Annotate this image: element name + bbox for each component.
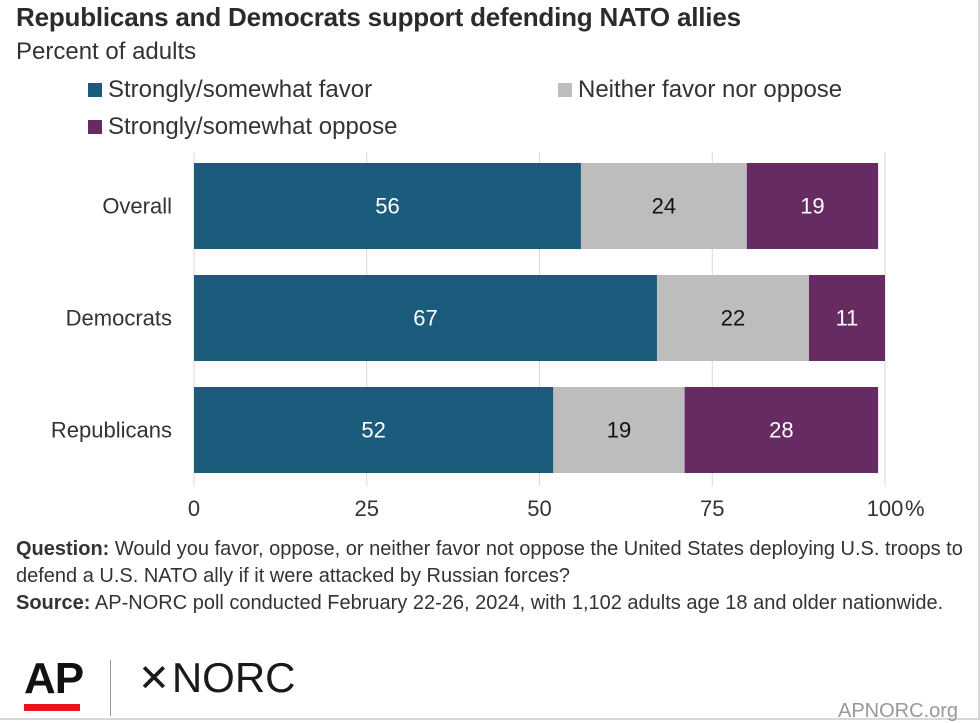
bar-segment <box>553 387 685 473</box>
question-text: Would you favor, oppose, or neither favo… <box>16 538 963 587</box>
legend-label-neither: Neither favor nor oppose <box>578 76 843 103</box>
legend-swatch-oppose <box>88 120 102 134</box>
data-label: 67 <box>413 306 437 331</box>
norc-logo-text: NORC <box>171 654 296 701</box>
bar-segment <box>194 387 554 473</box>
data-label: 19 <box>607 418 631 443</box>
bar-segment <box>194 163 581 249</box>
bar-segment <box>808 275 885 361</box>
chart-title: Republicans and Democrats support defend… <box>16 2 741 32</box>
legend-label-favor: Strongly/somewhat favor <box>108 76 373 103</box>
legend-item-oppose: Strongly/somewhat oppose <box>88 113 398 141</box>
question-label: Question: <box>16 538 110 560</box>
tick-label: 25 <box>355 496 379 521</box>
bar-segment <box>194 275 657 361</box>
legend-swatch-favor <box>88 83 102 97</box>
ap-logo: AP <box>24 654 84 703</box>
legend-label-oppose: Strongly/somewhat oppose <box>108 113 398 140</box>
bar-segment <box>580 163 747 249</box>
legend-item-favor: Strongly/somewhat favor <box>88 76 372 104</box>
data-label: 52 <box>361 418 385 443</box>
bar-segment <box>684 387 879 473</box>
data-label: 56 <box>375 194 399 219</box>
ap-logo-underline <box>24 704 80 711</box>
category-label: Republicans <box>51 418 172 443</box>
logo-divider <box>110 660 111 716</box>
norc-logo: ✕ NORC <box>138 654 296 702</box>
data-label: 24 <box>652 194 676 219</box>
site-link[interactable]: APNORC.org <box>838 700 959 722</box>
bar-segment <box>656 275 809 361</box>
tick-label: 100 <box>867 496 904 521</box>
source-label: Source: <box>16 592 91 614</box>
bar-segment <box>746 163 879 249</box>
source-text: AP-NORC poll conducted February 22-26, 2… <box>94 592 944 614</box>
category-label: Overall <box>102 194 172 219</box>
category-label: Democrats <box>66 306 172 331</box>
question-note: Question: Would you favor, oppose, or ne… <box>16 536 966 590</box>
chart-subtitle: Percent of adults <box>16 38 197 65</box>
legend-swatch-neither <box>558 83 572 97</box>
legend-item-neither: Neither favor nor oppose <box>558 76 842 104</box>
stacked-bar-chart: Overall 56 24 19 Democrats 67 22 11 Republicans 5… <box>51 152 925 521</box>
data-label: 22 <box>721 306 745 331</box>
tick-label: 50 <box>527 496 551 521</box>
norc-logo-mark-icon: ✕ <box>138 657 170 700</box>
axis-unit-label: % <box>905 496 925 521</box>
tick-label: 0 <box>188 496 200 521</box>
data-label: 11 <box>836 306 859 331</box>
source-note: Source: AP-NORC poll conducted February … <box>16 590 966 617</box>
tick-label: 75 <box>700 496 724 521</box>
data-label: 28 <box>769 418 793 443</box>
data-label: 19 <box>800 194 824 219</box>
